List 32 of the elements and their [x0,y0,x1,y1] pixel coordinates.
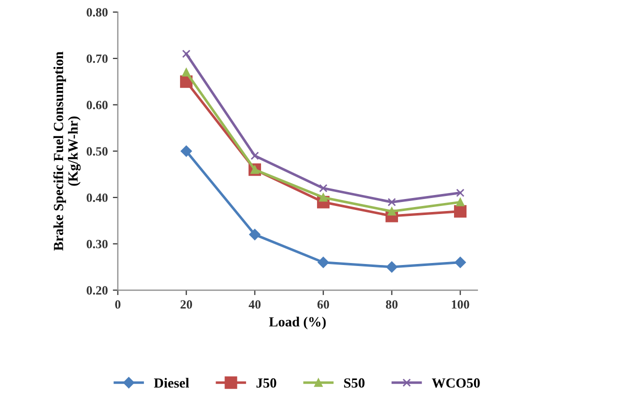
y-tick-label: 0.40 [86,193,108,202]
legend-label: S50 [344,378,365,388]
point [249,228,260,240]
point [454,205,467,218]
x-tick-label: 80 [386,300,398,309]
point [182,68,190,77]
point [388,198,396,206]
point [250,152,259,160]
y-tick-label: 0.30 [86,240,108,248]
legend-label: Diesel [154,378,190,388]
x-axis-title: Load (%) [269,316,326,330]
y-tick-label: 0.70 [86,54,108,63]
x-tick-label: 40 [248,300,261,309]
point [456,198,464,206]
y-tick-label: 0.60 [86,100,108,110]
point [180,146,192,157]
point [182,50,190,58]
x-tick-label: 20 [180,300,192,309]
y-tick-label: 0.50 [86,147,108,156]
x-tick-label: 60 [317,300,330,309]
point [318,256,329,268]
legend-label: WCO50 [432,378,480,388]
y-tick-label: 0.20 [86,286,108,295]
point [456,188,464,198]
point [386,261,398,273]
point [454,256,466,268]
x-tick-label: 0 [115,300,120,309]
y-tick-label: 0.80 [86,8,108,17]
x-tick-label: 100 [452,300,470,309]
legend-label: J50 [256,378,276,388]
y-axis-title: Brake Specific Fuel Consumption (Kg/kW-hr) [53,52,81,251]
point [319,184,328,192]
